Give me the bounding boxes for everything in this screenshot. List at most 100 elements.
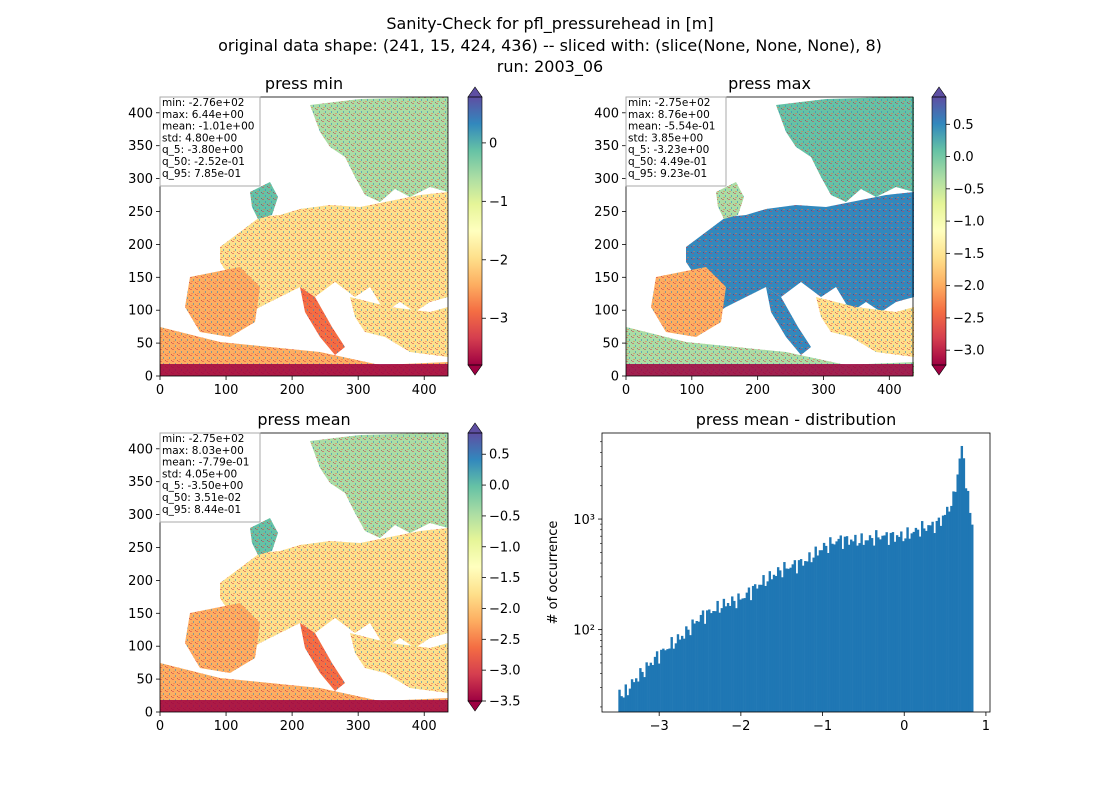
heatmap-axes-frame [159, 96, 449, 377]
y-tick-label: 150 [128, 607, 153, 622]
histogram-bar [691, 619, 694, 712]
colorbar-tick-label: −2 [489, 253, 508, 268]
x-tick-label: 0 [900, 719, 908, 734]
colorbar-tick-label: 0.0 [953, 150, 974, 165]
histogram-bar [760, 584, 763, 712]
histogram-bar [737, 593, 740, 712]
histogram-bar [731, 596, 734, 712]
histogram-bar [887, 544, 890, 712]
histogram-bar [864, 540, 868, 712]
histogram-bar [818, 550, 822, 712]
histogram-bars [618, 445, 974, 712]
histogram-bar [937, 517, 941, 712]
y-tick-label: 350 [128, 475, 153, 490]
histogram-bar [966, 490, 970, 712]
colorbar-gradient [932, 97, 946, 365]
histogram-bar [756, 588, 759, 712]
histogram-bar [674, 643, 678, 712]
colorbar-tick-label: −2.0 [489, 602, 521, 617]
histogram-bar [927, 525, 930, 712]
stats-line: max: 6.44e+00 [162, 109, 244, 121]
histogram-bar [720, 608, 724, 712]
histogram-bar [929, 525, 932, 712]
y-tick-label: 100 [128, 304, 153, 319]
land-texture [350, 633, 448, 693]
colorbar-extend-top [467, 86, 483, 98]
histogram-bar [906, 527, 909, 712]
histogram-bar [647, 665, 650, 712]
colorbar-tick-label: −0.5 [953, 182, 985, 197]
histogram-bar [689, 635, 692, 712]
colorbar-tick-label: 0.5 [953, 118, 974, 133]
histogram-bar [827, 553, 830, 712]
land-texture [185, 603, 260, 673]
histogram-bar [639, 668, 642, 712]
histogram-bar [776, 567, 780, 712]
histogram-bar [960, 445, 964, 712]
x-tick-label: 300 [346, 383, 371, 398]
histogram-bar [946, 506, 949, 712]
stats-line: max: 8.76e+00 [628, 109, 710, 121]
stats-line: q_95: 9.23e-01 [628, 168, 707, 180]
histogram-bar [812, 557, 815, 712]
histogram-bar [931, 521, 934, 712]
histogram-bar [858, 543, 861, 712]
histogram-bar [670, 637, 673, 712]
land-texture [215, 192, 448, 317]
histogram-bar [712, 611, 715, 712]
histogram-bar [829, 537, 832, 712]
histogram-bar [762, 575, 765, 712]
histogram-bar [925, 530, 928, 712]
histogram-bar [799, 559, 803, 712]
land-texture [651, 267, 726, 337]
histogram-bar [676, 634, 680, 712]
histogram-bar [685, 626, 688, 712]
x-tick-label: 0 [622, 383, 630, 398]
histogram-bar [785, 568, 788, 712]
heatmap-title: press mean [257, 410, 350, 429]
histogram-bar [766, 581, 769, 712]
histogram-title: press mean - distribution [696, 410, 896, 429]
histogram-bar [770, 579, 774, 712]
y-tick-label: 300 [128, 172, 153, 187]
histogram-bar [795, 573, 799, 712]
histogram-bar [655, 651, 659, 712]
histogram-bar [833, 544, 836, 712]
land-texture [250, 518, 278, 555]
stats-line: min: -2.75e+02 [162, 433, 244, 445]
histogram-bar [735, 608, 738, 712]
histogram-bar [739, 599, 742, 712]
land-texture [766, 287, 811, 355]
y-tick-label: 350 [594, 139, 619, 154]
colorbar: 0.5 0.0 −0.5 −1.0 −1.5 −2.0 −2.5 −3.0 [931, 86, 985, 376]
land-texture [300, 287, 345, 355]
histogram-bar [728, 605, 732, 712]
histogram-bar [856, 545, 859, 712]
histogram-bar [624, 684, 627, 712]
y-tick-label: 400 [128, 106, 153, 121]
histogram-bar [948, 511, 951, 712]
stats-box-background [625, 96, 727, 187]
stats-line: q_5: -3.50e+00 [162, 480, 243, 492]
histogram-bar [743, 598, 746, 712]
colorbar-gradient [468, 97, 482, 365]
colorbar-tick-label: −3 [489, 312, 508, 327]
y-tick-label: 250 [128, 541, 153, 556]
y-tick-label: 150 [128, 271, 153, 286]
colorbar-extend-bottom [467, 700, 483, 712]
histogram-bar [747, 587, 751, 712]
histogram-bar [895, 535, 899, 712]
histogram-bar [885, 532, 888, 712]
stats-line: mean: -7.79e-01 [162, 457, 249, 469]
stats-line: q_50: -2.52e-01 [162, 156, 245, 168]
histogram-bar [814, 546, 817, 712]
histogram-bar [935, 520, 938, 712]
histogram-bar [875, 530, 878, 712]
histogram-bar [916, 529, 920, 712]
histogram-bar [680, 635, 684, 712]
histogram-bar [904, 538, 907, 712]
histogram-bar [810, 562, 813, 712]
histogram-bar [804, 561, 807, 712]
histogram-bar [741, 598, 744, 712]
histogram-bar [889, 532, 893, 712]
